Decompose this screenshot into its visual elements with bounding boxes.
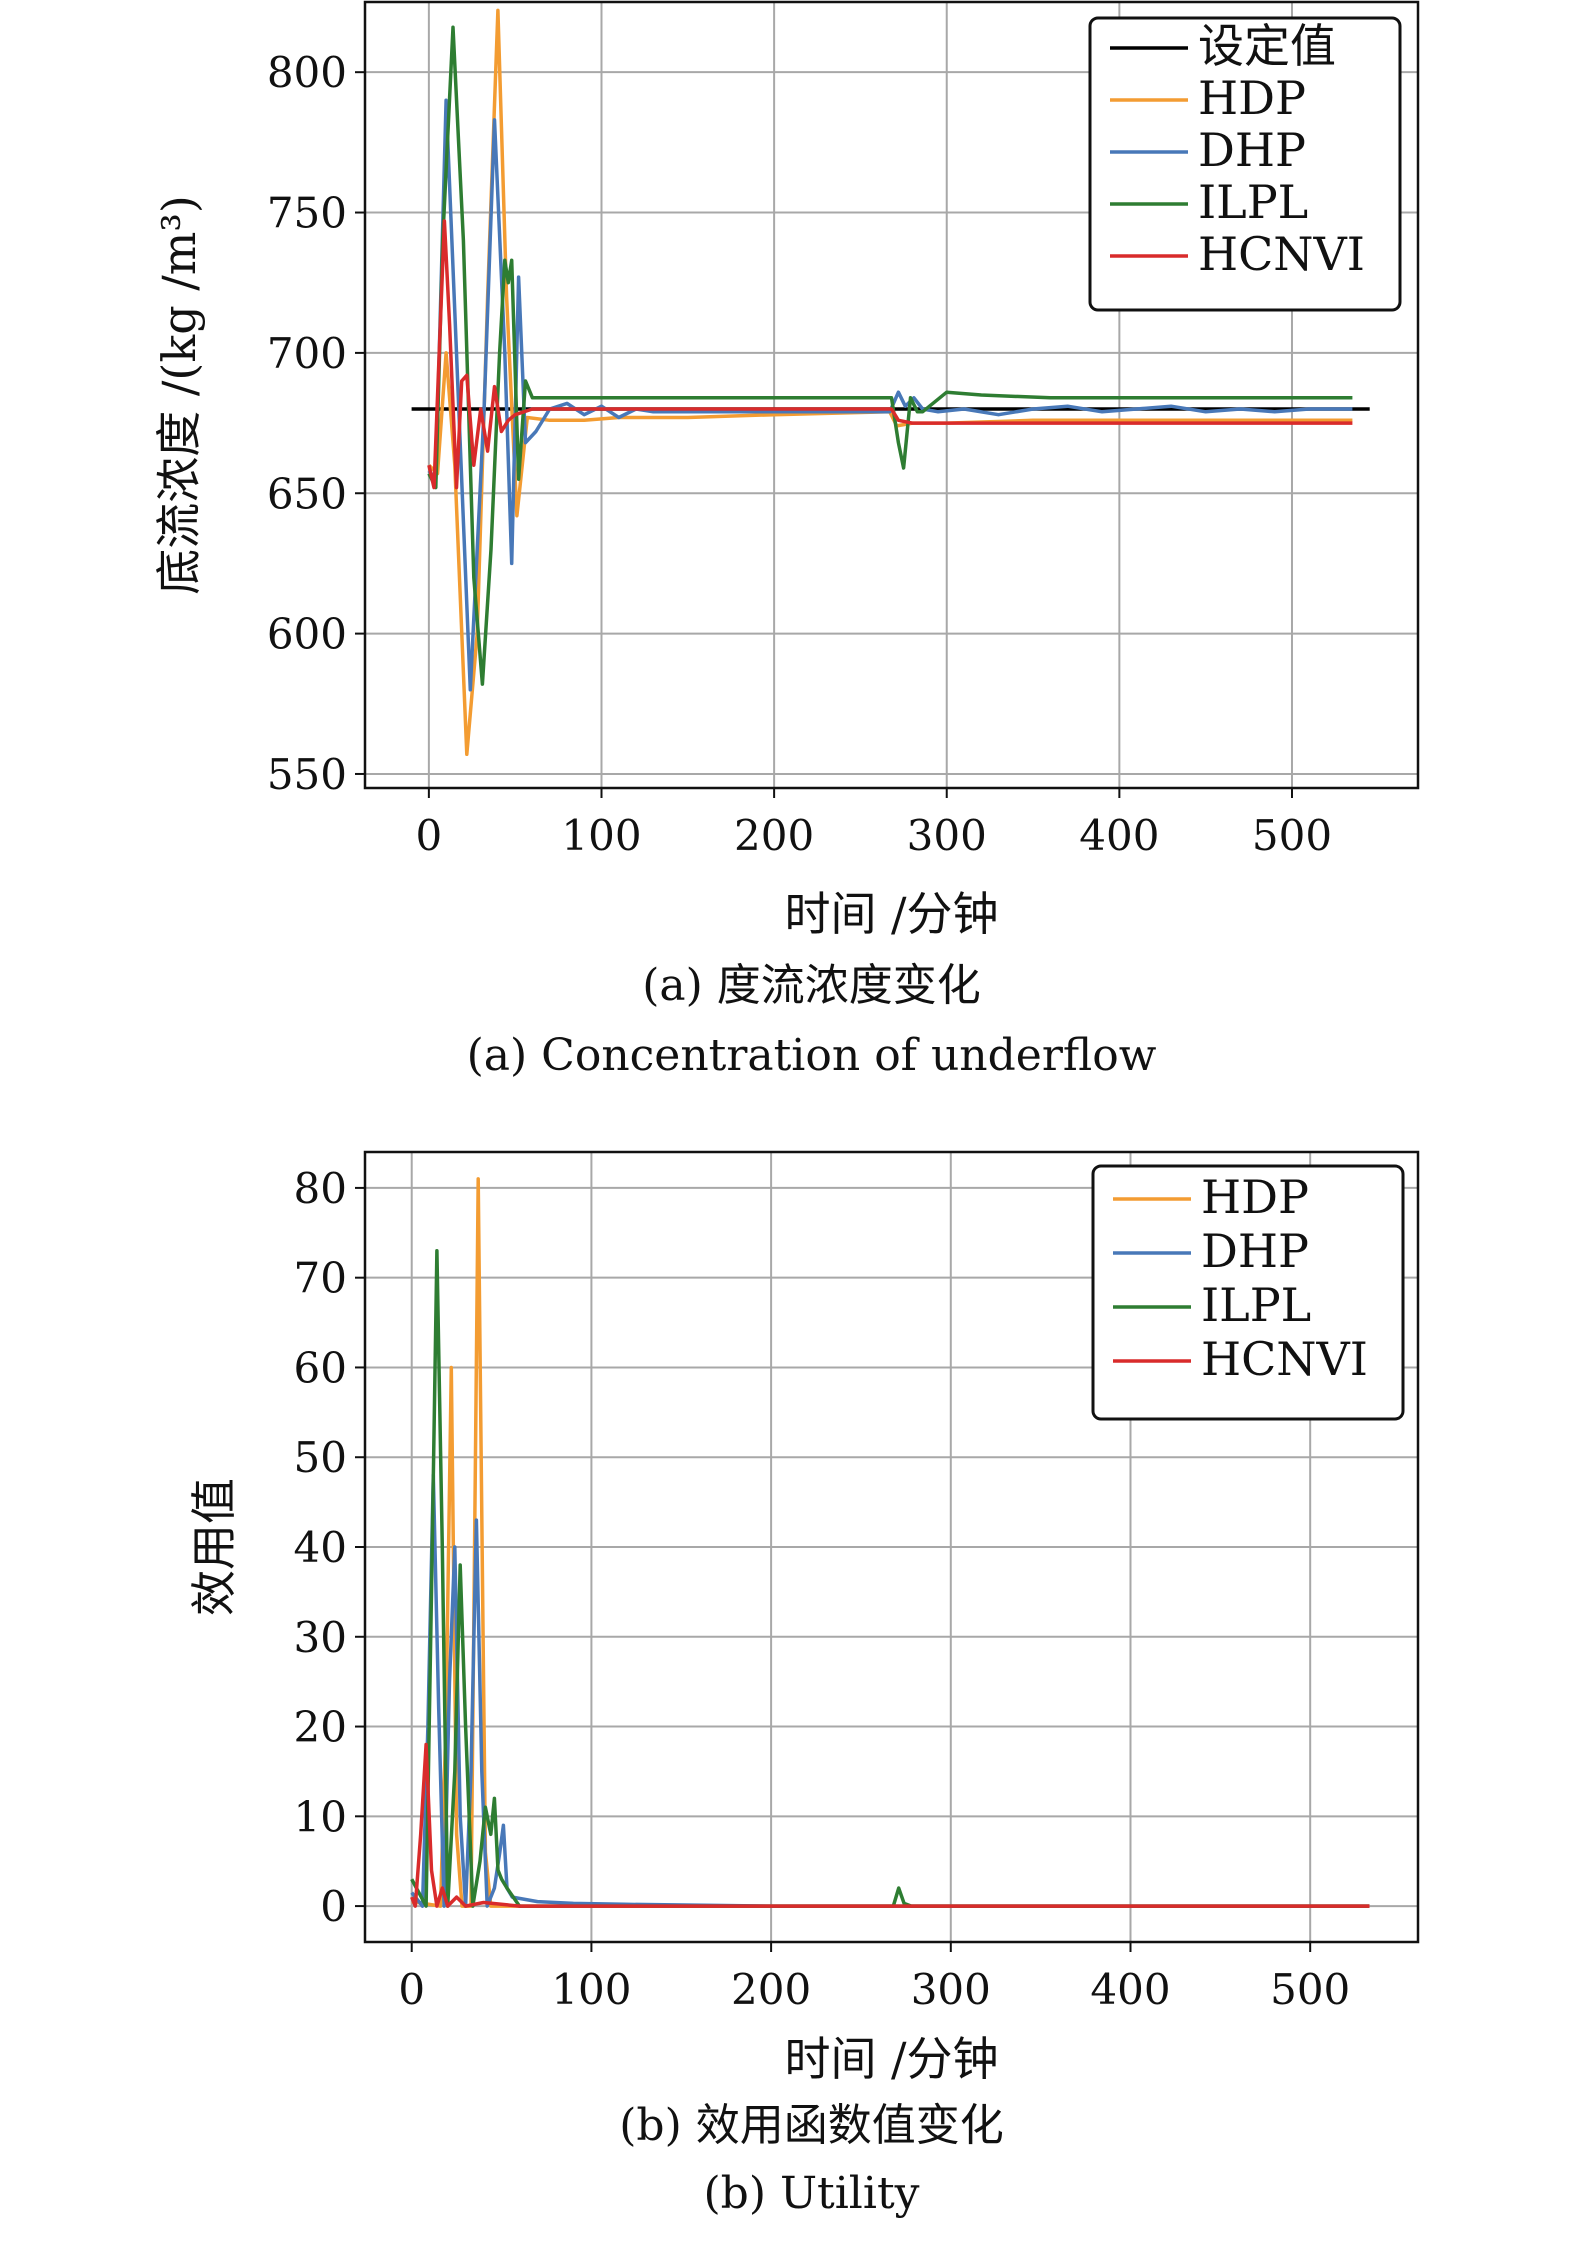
chart-a: 0 100 200 300 400 500 550 600 650 700 750 800 时间 /分钟…	[152, 0, 1420, 1081]
legend-entry: HCNVI	[1201, 1332, 1368, 1386]
series-line-ILPL	[410, 1249, 1370, 1908]
series-line-HCNVI	[427, 219, 1353, 490]
legend-entry: ILPL	[1198, 175, 1308, 229]
legend-entry: HCNVI	[1198, 227, 1365, 281]
y-tick-label: 600	[267, 610, 347, 659]
series-line-ILPL	[427, 25, 1353, 686]
y-tick-label: 700	[267, 329, 347, 378]
y-tick-label: 80	[294, 1164, 347, 1213]
y-tick-label: 20	[294, 1703, 347, 1752]
y-tick-label: 750	[267, 189, 347, 238]
legend-entry: HDP	[1201, 1170, 1309, 1224]
caption-en: (a) Concentration of underflow	[467, 1030, 1157, 1081]
x-axis-label: 时间 /分钟	[784, 2032, 998, 2086]
y-axis-label: 底流浓度 /(kg /m³)	[152, 195, 206, 595]
x-tick-label: 200	[734, 811, 814, 860]
x-tick-label: 300	[907, 811, 987, 860]
y-tick-label: 550	[267, 750, 347, 799]
x-tick-label: 200	[731, 1965, 811, 2014]
x-tick-label: 400	[1090, 1965, 1170, 2014]
legend-entry: HDP	[1198, 71, 1306, 125]
y-tick-label: 10	[294, 1792, 347, 1841]
x-tick-label: 0	[416, 811, 443, 860]
legend-entry: ILPL	[1201, 1278, 1311, 1332]
x-tick-label: 100	[551, 1965, 631, 2014]
y-tick-label: 60	[294, 1343, 347, 1392]
x-tick-label: 400	[1079, 811, 1159, 860]
y-tick-label: 50	[294, 1433, 347, 1482]
y-tick-label: 40	[294, 1523, 347, 1572]
plot-frame	[363, 0, 1420, 790]
x-tick-label: 500	[1252, 811, 1332, 860]
y-axis-label: 效用值	[187, 1478, 241, 1616]
caption-en: (b) Utility	[703, 2168, 919, 2219]
x-tick-label: 0	[398, 1965, 425, 2014]
y-tick-label: 800	[267, 48, 347, 97]
x-tick-label: 500	[1270, 1965, 1350, 2014]
legend-entry: DHP	[1201, 1224, 1309, 1278]
series-line-DHP	[427, 98, 1353, 692]
x-tick-label: 100	[561, 811, 641, 860]
legend-entry: DHP	[1198, 123, 1306, 177]
legend-box	[1091, 1164, 1405, 1421]
y-tick-label: 650	[267, 469, 347, 518]
caption-cn: (b) 效用函数值变化	[619, 2100, 1003, 2151]
x-tick-label: 300	[911, 1965, 991, 2014]
y-tick-label: 30	[294, 1613, 347, 1662]
y-tick-label: 70	[294, 1254, 347, 1303]
x-axis-label: 时间 /分钟	[784, 887, 998, 941]
chart-b: 0 100 200 300 400 500 0 10 20 30 40 50 60 70 80 时间 /分钟 效…	[187, 1150, 1420, 2219]
legend-entry: 设定值	[1198, 19, 1336, 73]
series-line-DHP	[410, 1473, 1370, 1908]
legend-box	[1088, 16, 1402, 312]
y-tick-label: 0	[320, 1882, 347, 1931]
caption-cn: (a) 度流浓度变化	[642, 960, 981, 1011]
series-line-HCNVI	[410, 1742, 1370, 1908]
